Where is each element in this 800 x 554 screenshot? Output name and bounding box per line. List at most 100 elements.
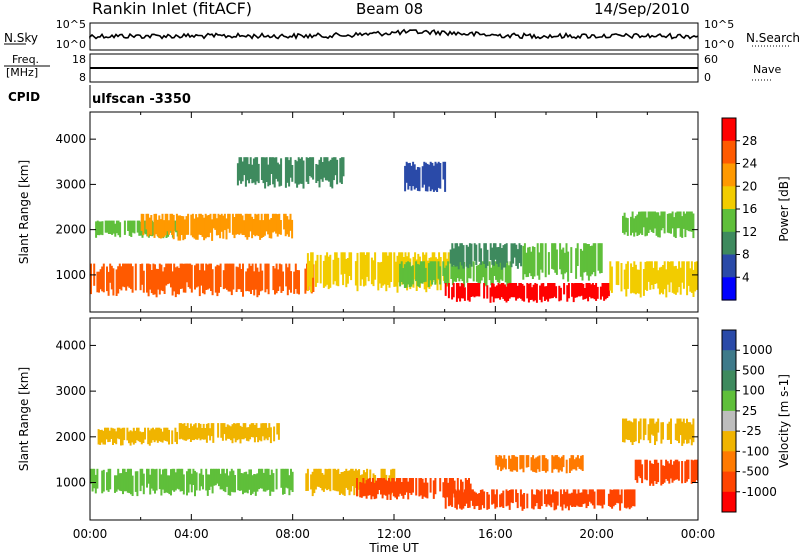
power-band-0-column	[251, 263, 254, 290]
velocity-band-7-column	[519, 455, 522, 470]
power-band-10-column	[284, 157, 287, 188]
velocity-band-5-column	[611, 490, 614, 509]
velocity-band-5-column	[502, 490, 505, 508]
power-band-9-column	[690, 211, 693, 232]
velocity-band-8-column	[623, 418, 626, 443]
power-band-4-column	[458, 261, 461, 282]
power-band-6-column	[496, 247, 499, 264]
power-band-7-column	[554, 243, 557, 273]
velocity-band-5-column	[619, 494, 622, 511]
velocity-band-5-column	[633, 489, 636, 507]
power-band-8-column	[679, 267, 682, 295]
velocity-band-4-column	[407, 481, 410, 500]
velocity-band-5-column	[575, 493, 578, 506]
velocity-band-0-column	[238, 468, 241, 491]
velocity-band-4-column	[444, 478, 446, 498]
velocity-band-5-column	[495, 489, 498, 508]
power-ytick-label-2: 3000	[55, 177, 86, 191]
power-band-5-column	[606, 283, 609, 298]
velocity-band-3-column	[340, 472, 343, 494]
power-band-5-column	[495, 285, 498, 299]
x-tick-label-4: 16:00	[478, 527, 513, 541]
velocity-band-4-column	[404, 478, 406, 495]
power-band-2-column	[260, 213, 263, 238]
velocity-band-5-column	[516, 493, 519, 509]
velocity-band-0-column	[198, 473, 201, 491]
velocity-band-3-column	[353, 470, 356, 496]
power-band-0-column	[200, 263, 203, 286]
power-band-6-column	[518, 243, 521, 264]
velocity-band-5-column	[572, 489, 575, 507]
velocity-band-1-column	[161, 431, 164, 443]
power-band-6-column	[454, 243, 457, 267]
velocity-band-2-column	[225, 426, 228, 441]
velocity-colorbar-segment-5	[722, 431, 736, 452]
velocity-band-5-column	[631, 489, 634, 506]
power-band-0-column	[195, 263, 198, 288]
velocity-band-5-column	[507, 491, 510, 506]
power-band-0-column	[203, 270, 206, 295]
power-band-10-column	[300, 157, 303, 184]
velocity-band-0-column	[288, 475, 291, 496]
power-band-3-column	[316, 254, 319, 283]
power-band-8-column	[662, 265, 665, 295]
velocity-band-2-column	[231, 424, 234, 444]
velocity-colorbar-segment-1	[722, 350, 736, 371]
parameter-strips: 10^5 10^0 10^5 10^0 18 8 60 0	[4, 18, 790, 108]
power-band-4-column	[509, 261, 512, 288]
power-band-4-column	[499, 261, 502, 280]
x-tick-label-2: 08:00	[275, 527, 310, 541]
velocity-band-0-column	[258, 468, 260, 490]
power-band-10-column	[265, 157, 268, 182]
velocity-band-5-column	[540, 489, 543, 507]
power-band-0-column	[102, 263, 105, 293]
velocity-band-5-column	[550, 494, 553, 508]
power-band-2-column	[179, 215, 182, 241]
power-band-8-column	[671, 261, 674, 293]
power-band-5-column	[542, 283, 545, 297]
velocity-band-0-column	[264, 468, 267, 492]
velocity-ytick-label-1: 2000	[55, 430, 86, 444]
velocity-band-1-column	[160, 428, 162, 442]
power-band-0-column	[245, 271, 248, 292]
power-band-3-column	[346, 258, 349, 284]
power-band-8-column	[652, 267, 655, 290]
velocity-band-7-column	[573, 459, 576, 470]
power-band-4-column	[450, 261, 453, 279]
power-band-0-column	[179, 263, 182, 289]
velocity-band-0-column	[150, 468, 153, 489]
power-band-0-column	[312, 264, 315, 292]
power-band-2-column	[145, 213, 148, 230]
velocity-band-1-column	[156, 427, 159, 443]
power-band-2-column	[187, 213, 190, 235]
power-band-3-column	[370, 257, 373, 285]
power-band-4-column	[506, 261, 509, 286]
velocity-band-7-column	[509, 458, 512, 472]
velocity-band-0-column	[125, 472, 128, 492]
power-band-0-column	[125, 263, 128, 291]
power-band-8-column	[686, 261, 689, 296]
velocity-band-0-column	[114, 475, 116, 493]
velocity-band-6-column	[663, 465, 666, 483]
velocity-band-2-column	[217, 423, 220, 438]
power-band-7-column	[555, 249, 558, 275]
power-band-9-column	[623, 212, 626, 235]
velocity-band-6-column	[687, 459, 690, 480]
power-band-2-column	[265, 213, 268, 232]
velocity-band-4-column	[368, 478, 371, 496]
velocity-band-0-column	[211, 468, 214, 494]
velocity-band-5-column	[470, 489, 473, 501]
power-band-6-column	[460, 243, 463, 266]
power-band-10-column	[264, 157, 267, 189]
velocity-band-1-column	[97, 429, 100, 445]
velocity-band-8-column	[654, 423, 656, 445]
velocity-band-0-column	[261, 468, 264, 489]
velocity-band-5-column	[615, 489, 618, 503]
power-band-5-column	[527, 283, 530, 303]
velocity-band-5-column	[579, 492, 582, 507]
velocity-band-2-column	[242, 423, 245, 440]
power-band-2-column	[182, 216, 185, 241]
velocity-band-4-column	[410, 478, 413, 495]
power-band-3-column	[396, 255, 399, 293]
velocity-band-8-column	[638, 421, 640, 444]
